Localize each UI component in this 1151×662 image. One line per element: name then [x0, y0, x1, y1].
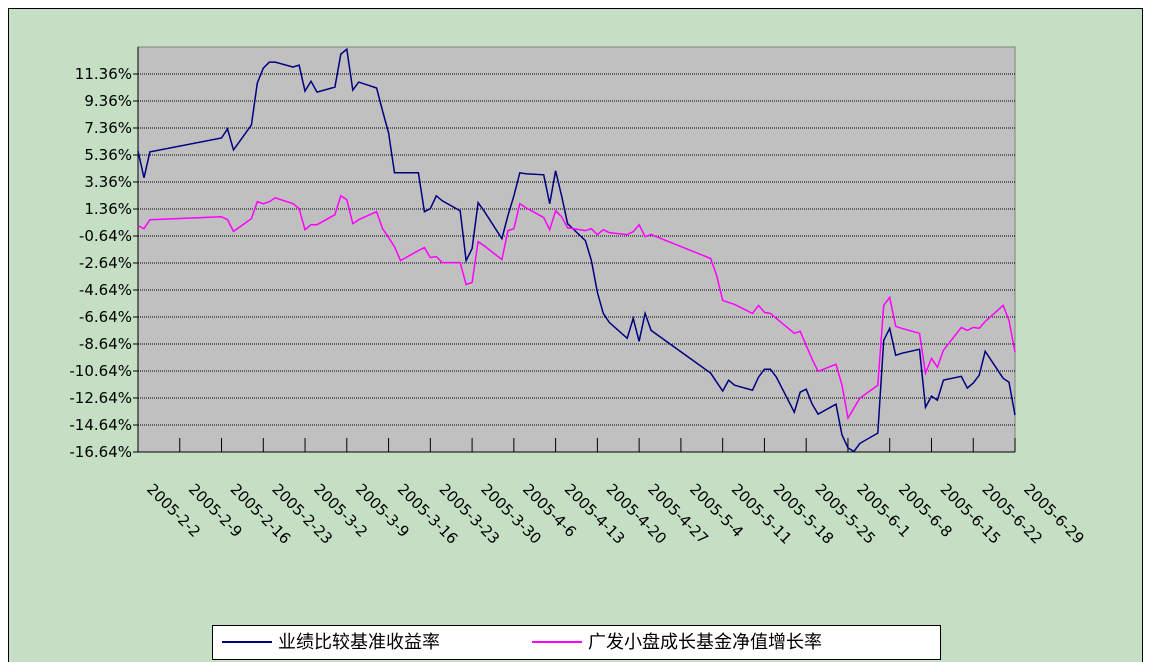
- y-tick-label: -6.64%: [79, 308, 132, 326]
- legend-label: 业绩比较基准收益率: [278, 632, 440, 653]
- y-tick-label: -10.64%: [69, 362, 132, 380]
- y-tick-label: -4.64%: [79, 281, 132, 299]
- series-line: [137, 47, 1016, 453]
- y-tick-label: 7.36%: [84, 119, 132, 137]
- y-tick-label: -16.64%: [69, 443, 132, 461]
- y-tick-label: 1.36%: [84, 200, 132, 218]
- y-tick-label: -0.64%: [79, 227, 132, 245]
- y-tick-label: -8.64%: [79, 335, 132, 353]
- y-tick-label: -2.64%: [79, 254, 132, 272]
- y-tick-label: -14.64%: [69, 416, 132, 434]
- y-tick-label: 3.36%: [84, 173, 132, 191]
- plot-area: [137, 46, 1016, 453]
- lines: [137, 47, 1016, 453]
- grid: [133, 47, 1016, 453]
- y-tick-label: 11.36%: [75, 65, 132, 83]
- legend-label: 广发小盘成长基金净值增长率: [588, 632, 822, 653]
- series-line: [137, 194, 1016, 421]
- y-tick-label: 5.36%: [84, 146, 132, 164]
- y-tick-label: 9.36%: [84, 92, 132, 110]
- legend-items: 业绩比较基准收益率 广发小盘成长基金净值增长率: [222, 632, 822, 653]
- y-tick-label: -12.64%: [69, 389, 132, 407]
